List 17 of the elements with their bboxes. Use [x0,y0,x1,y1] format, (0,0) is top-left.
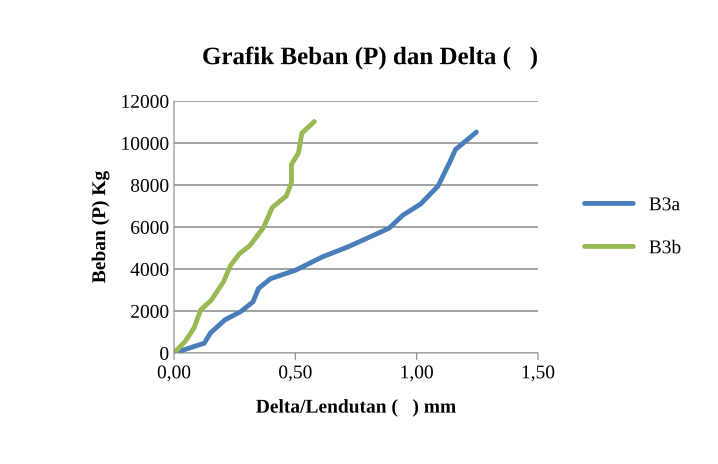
y-tick-label: 2000 [131,304,168,318]
x-tick-label: 0,00 [158,365,190,382]
y-tick-label: 0 [160,346,168,360]
y-tick-label: 4000 [130,262,168,276]
x-tick-label: 1,00 [401,365,433,382]
x-tick-label: 1,50 [522,365,554,382]
line-series [174,119,317,353]
y-tick-label: 12000 [122,94,168,108]
x-axis-title: Delta/Lendutan ( ) mm [256,399,456,417]
y-tick-label: 6000 [131,220,168,234]
y-tick-label: 8000 [130,178,168,192]
y-tick-label: 10000 [122,136,168,150]
chart-title: Grafik Beban (P) dan Delta ( ) [203,46,537,70]
x-tick-label: 0,50 [279,365,312,382]
legend-label: B3b [649,240,680,254]
legend-label: B3a [649,197,680,210]
y-axis-title: Beban (P) Kg [92,171,110,283]
